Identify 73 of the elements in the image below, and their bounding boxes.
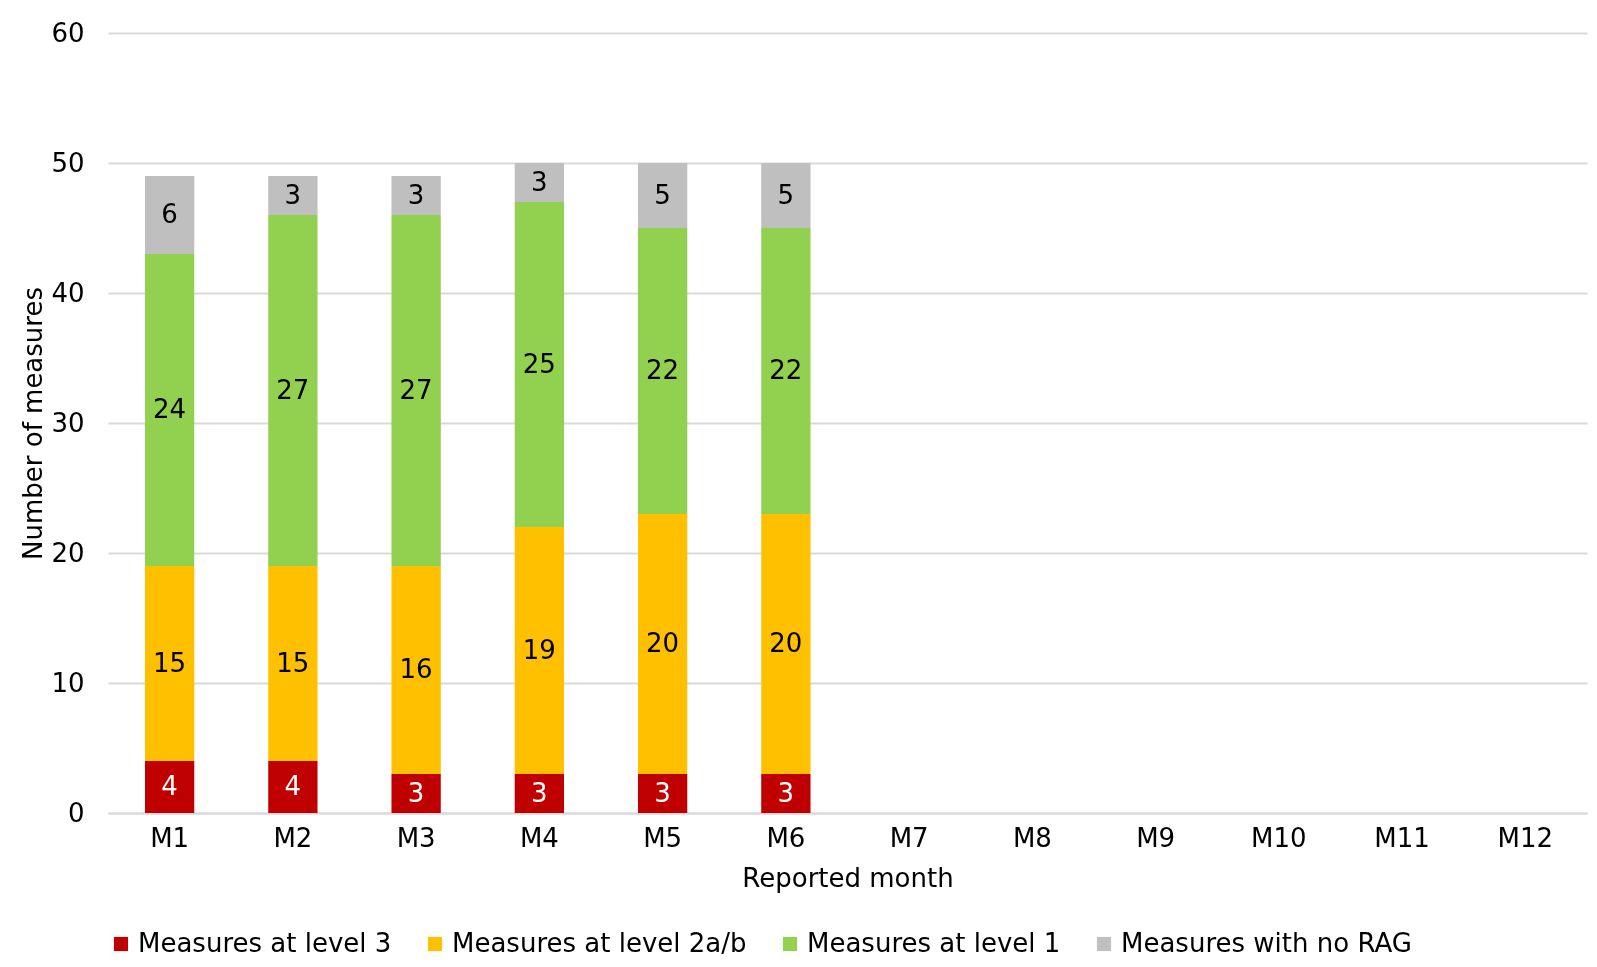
bar [514,527,565,774]
x-tick-label: M8 [1012,822,1052,853]
bar [391,215,441,566]
legend-label: Measures with no RAG [1121,928,1412,958]
x-tick-label: M2 [273,822,313,853]
bar [761,774,811,813]
data-label: 16 [399,654,433,684]
data-label: 3 [407,179,425,210]
data-label: 5 [777,179,795,210]
y-axis-title: Number of measures [18,287,49,560]
bar [391,566,441,774]
data-label: 22 [769,355,803,385]
x-tick-label: M3 [396,822,436,853]
y-tick-label: 60 [51,17,85,48]
x-tick-label: M4 [519,822,559,853]
bar [761,163,811,228]
data-label: 20 [646,628,680,658]
bar [144,176,195,254]
x-tick-label: M1 [150,822,190,853]
bar [761,228,811,514]
y-tick-label: 0 [67,797,85,828]
y-tick-label: 10 [51,667,85,698]
bar [637,514,688,774]
bar [268,176,318,215]
bar [637,228,688,514]
bar [761,514,811,774]
legend-label: Measures at level 1 [807,928,1061,958]
bar [514,163,565,202]
bar [637,163,688,228]
data-label: 6 [161,199,178,229]
data-label: 3 [654,777,671,808]
data-label: 3 [531,777,548,808]
x-tick-label: M12 [1497,822,1554,853]
data-label: 19 [522,634,556,665]
bar [514,202,565,527]
x-tick-label: M9 [1136,822,1176,853]
x-tick-label: M11 [1374,822,1430,853]
data-label: 15 [153,647,187,678]
data-label: 4 [161,771,178,801]
y-tick-label: 40 [51,277,85,308]
data-label: 3 [407,777,425,808]
data-label: 3 [777,777,795,808]
x-axis-title: Reported month [742,862,954,893]
legend-label: Measures at level 2a/b [452,928,747,958]
data-label: 4 [284,771,302,801]
bar [144,566,195,761]
data-label: 25 [522,348,556,379]
bar [514,774,565,813]
bar [637,774,688,813]
bar [391,774,441,813]
data-label: 24 [153,394,187,424]
data-label: 3 [531,166,548,197]
data-label: 3 [284,179,302,210]
data-label: 5 [654,179,671,210]
legend-label: Measures at level 3 [138,928,392,958]
y-tick-label: 30 [51,407,85,438]
bar [391,176,441,215]
bar [144,761,195,813]
data-label: 27 [276,374,310,405]
data-label: 22 [646,355,680,385]
bar [268,566,318,761]
data-label: 15 [276,647,310,678]
data-label: 27 [399,374,433,405]
bar [268,761,318,813]
y-tick-label: 20 [51,537,85,568]
x-tick-label: M5 [643,822,683,853]
data-label: 20 [769,628,803,658]
x-tick-label: M10 [1251,822,1307,853]
bar [144,254,195,566]
x-tick-label: M7 [889,822,929,853]
x-tick-label: M6 [766,822,806,853]
y-tick-label: 50 [51,147,85,178]
bar [268,215,318,566]
